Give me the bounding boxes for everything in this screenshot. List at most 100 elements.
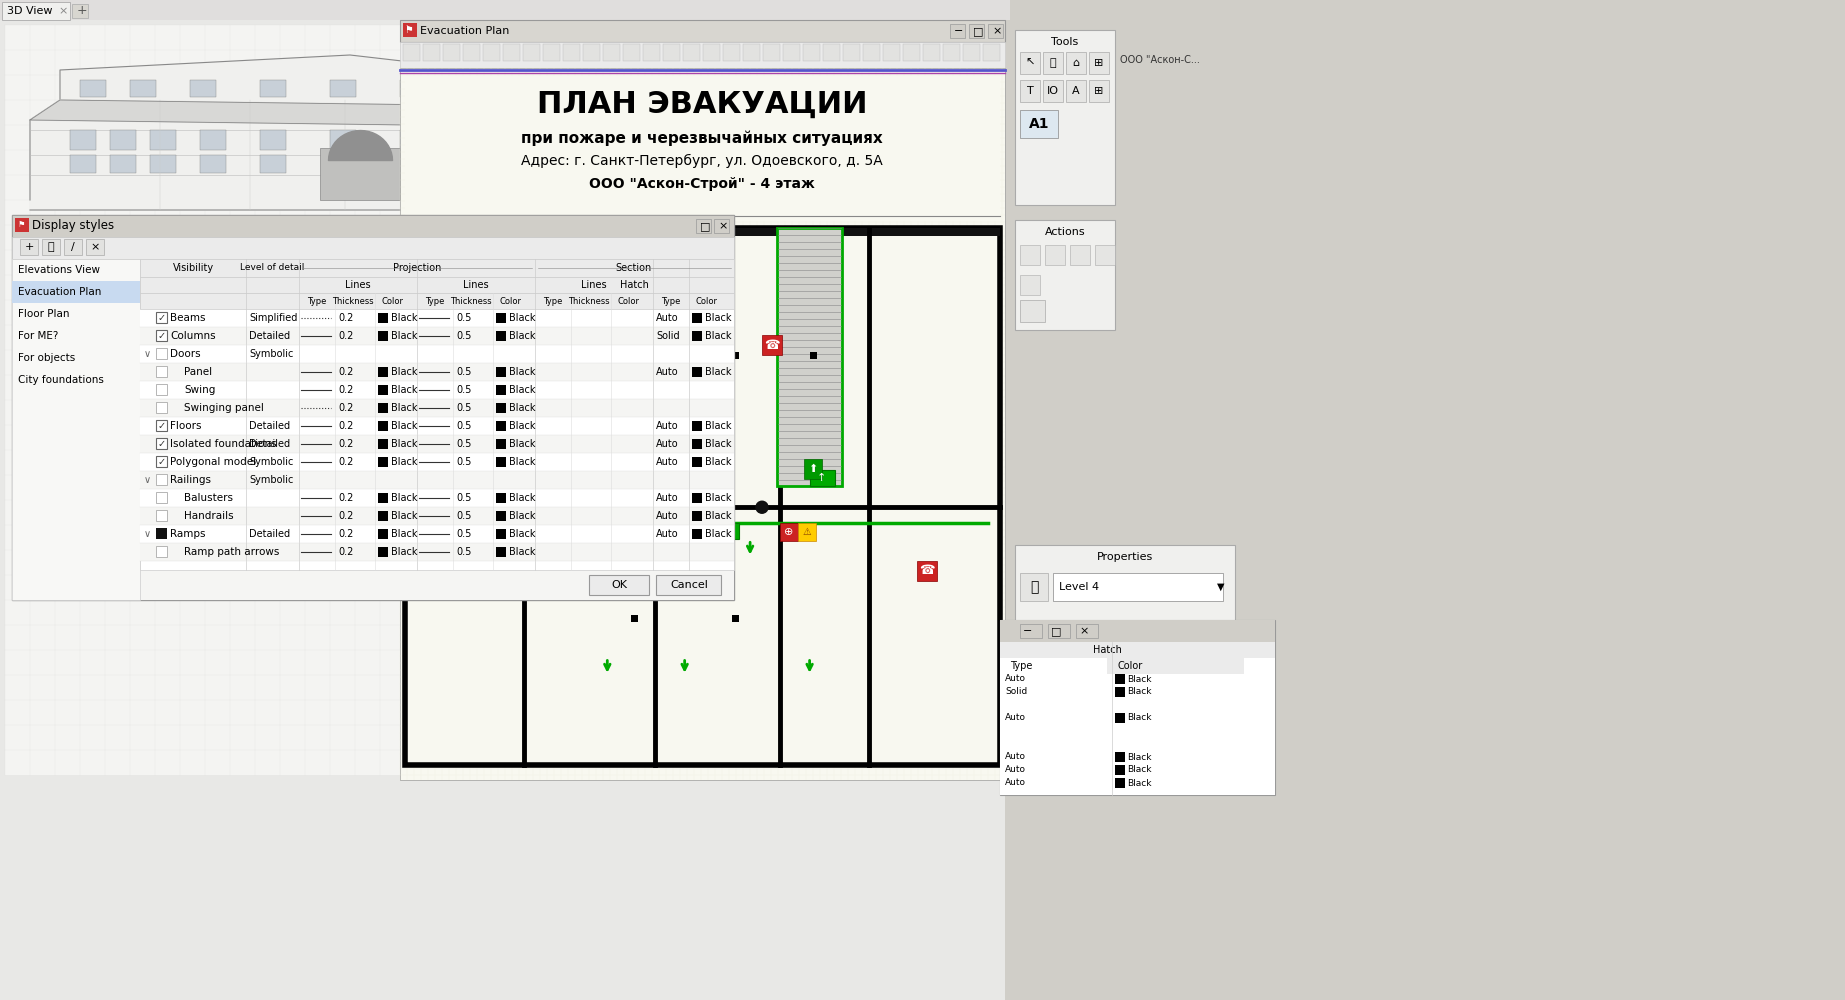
Text: 0.2: 0.2 [338,547,354,557]
Bar [70,155,96,173]
Bar [1000,620,1275,642]
Bar [378,367,387,377]
Bar [631,615,638,622]
Text: 0.5: 0.5 [456,457,470,467]
Bar [1042,52,1063,74]
Bar [902,44,921,61]
Text: 0.5: 0.5 [456,385,470,395]
Bar [157,546,168,557]
Text: Symbolic: Symbolic [249,349,293,359]
Text: 0.2: 0.2 [338,385,354,395]
Bar [1000,620,1275,795]
Bar [780,523,797,541]
Text: Evacuation Plan: Evacuation Plan [18,287,101,297]
Bar [590,80,616,97]
Text: Actions: Actions [1044,227,1085,237]
Bar [692,439,701,449]
Bar [692,511,701,521]
Bar [692,493,701,503]
Text: Auto: Auto [1006,765,1026,774]
Bar [400,80,426,97]
Bar [714,523,740,539]
Text: ∨: ∨ [144,529,151,539]
Text: Swing: Swing [184,385,216,395]
Text: Black: Black [391,493,417,503]
Bar [483,44,500,61]
Text: A: A [1072,86,1079,96]
Bar [649,130,675,150]
Text: Detailed: Detailed [249,439,290,449]
Text: Color: Color [618,296,640,306]
Bar [79,80,105,97]
Text: Color: Color [382,296,404,306]
Text: Columns: Columns [170,331,216,341]
Bar [496,457,506,467]
Text: при пожаре и черезвычайных ситуациях: при пожаре и черезвычайных ситуациях [520,130,884,146]
Bar [140,417,734,435]
Text: Black: Black [509,421,535,431]
Text: Black: Black [705,367,731,377]
Text: Black: Black [391,367,417,377]
Text: T: T [1026,86,1033,96]
Bar [157,312,168,323]
Text: ☎: ☎ [686,564,703,577]
Text: Beams: Beams [170,313,205,323]
Text: ⌂: ⌂ [1072,58,1079,68]
Bar [157,366,168,377]
Text: Black: Black [391,547,417,557]
Text: 0.2: 0.2 [338,439,354,449]
Bar [1020,80,1041,102]
Text: Polygonal model: Polygonal model [170,457,256,467]
Bar [157,402,168,413]
Text: 0.5: 0.5 [456,547,470,557]
Text: Section: Section [616,263,651,273]
Bar [1020,245,1041,265]
Text: Type: Type [308,296,327,306]
Bar [535,561,555,581]
Bar [732,352,740,359]
Text: Black: Black [509,457,535,467]
Text: □: □ [1052,626,1061,636]
Bar [692,331,701,341]
Text: ×: × [57,6,68,16]
Bar [496,228,563,486]
Text: Handrails: Handrails [184,511,234,521]
Bar [563,44,579,61]
Text: A1: A1 [1030,117,1050,131]
Text: ▼: ▼ [1218,678,1225,688]
Bar [1053,717,1223,745]
Bar [15,218,30,232]
Text: ☎: ☎ [919,564,935,577]
Text: Properties: Properties [1098,552,1153,562]
Bar [1048,624,1070,638]
Text: ⚠: ⚠ [803,527,812,537]
Bar [459,130,485,150]
Text: 1:75: 1:75 [1059,630,1083,640]
Text: □: □ [699,221,710,231]
Bar [459,155,485,173]
Text: Hatch: Hatch [1092,645,1122,655]
Text: Display styles: Display styles [31,220,114,232]
Bar [804,459,821,479]
Text: Thickness: Thickness [450,296,493,306]
Bar [1000,642,1275,658]
Text: Floors: Floors [170,421,201,431]
Bar [378,547,387,557]
Text: ⚑: ⚑ [18,221,26,230]
Text: ∨: ∨ [144,475,151,485]
Bar [1070,245,1090,265]
Bar [692,529,701,539]
Bar [1094,245,1114,265]
Bar [65,239,81,255]
Text: ↑: ↑ [817,473,827,483]
Bar [803,44,819,61]
Bar [863,44,880,61]
Bar [378,529,387,539]
Bar [710,130,736,150]
Text: ⧉: ⧉ [48,242,54,252]
Text: ✓: ✓ [159,313,166,323]
Bar [140,259,734,277]
Bar [140,327,734,345]
Text: Simplified: Simplified [249,313,297,323]
Bar [140,259,734,570]
